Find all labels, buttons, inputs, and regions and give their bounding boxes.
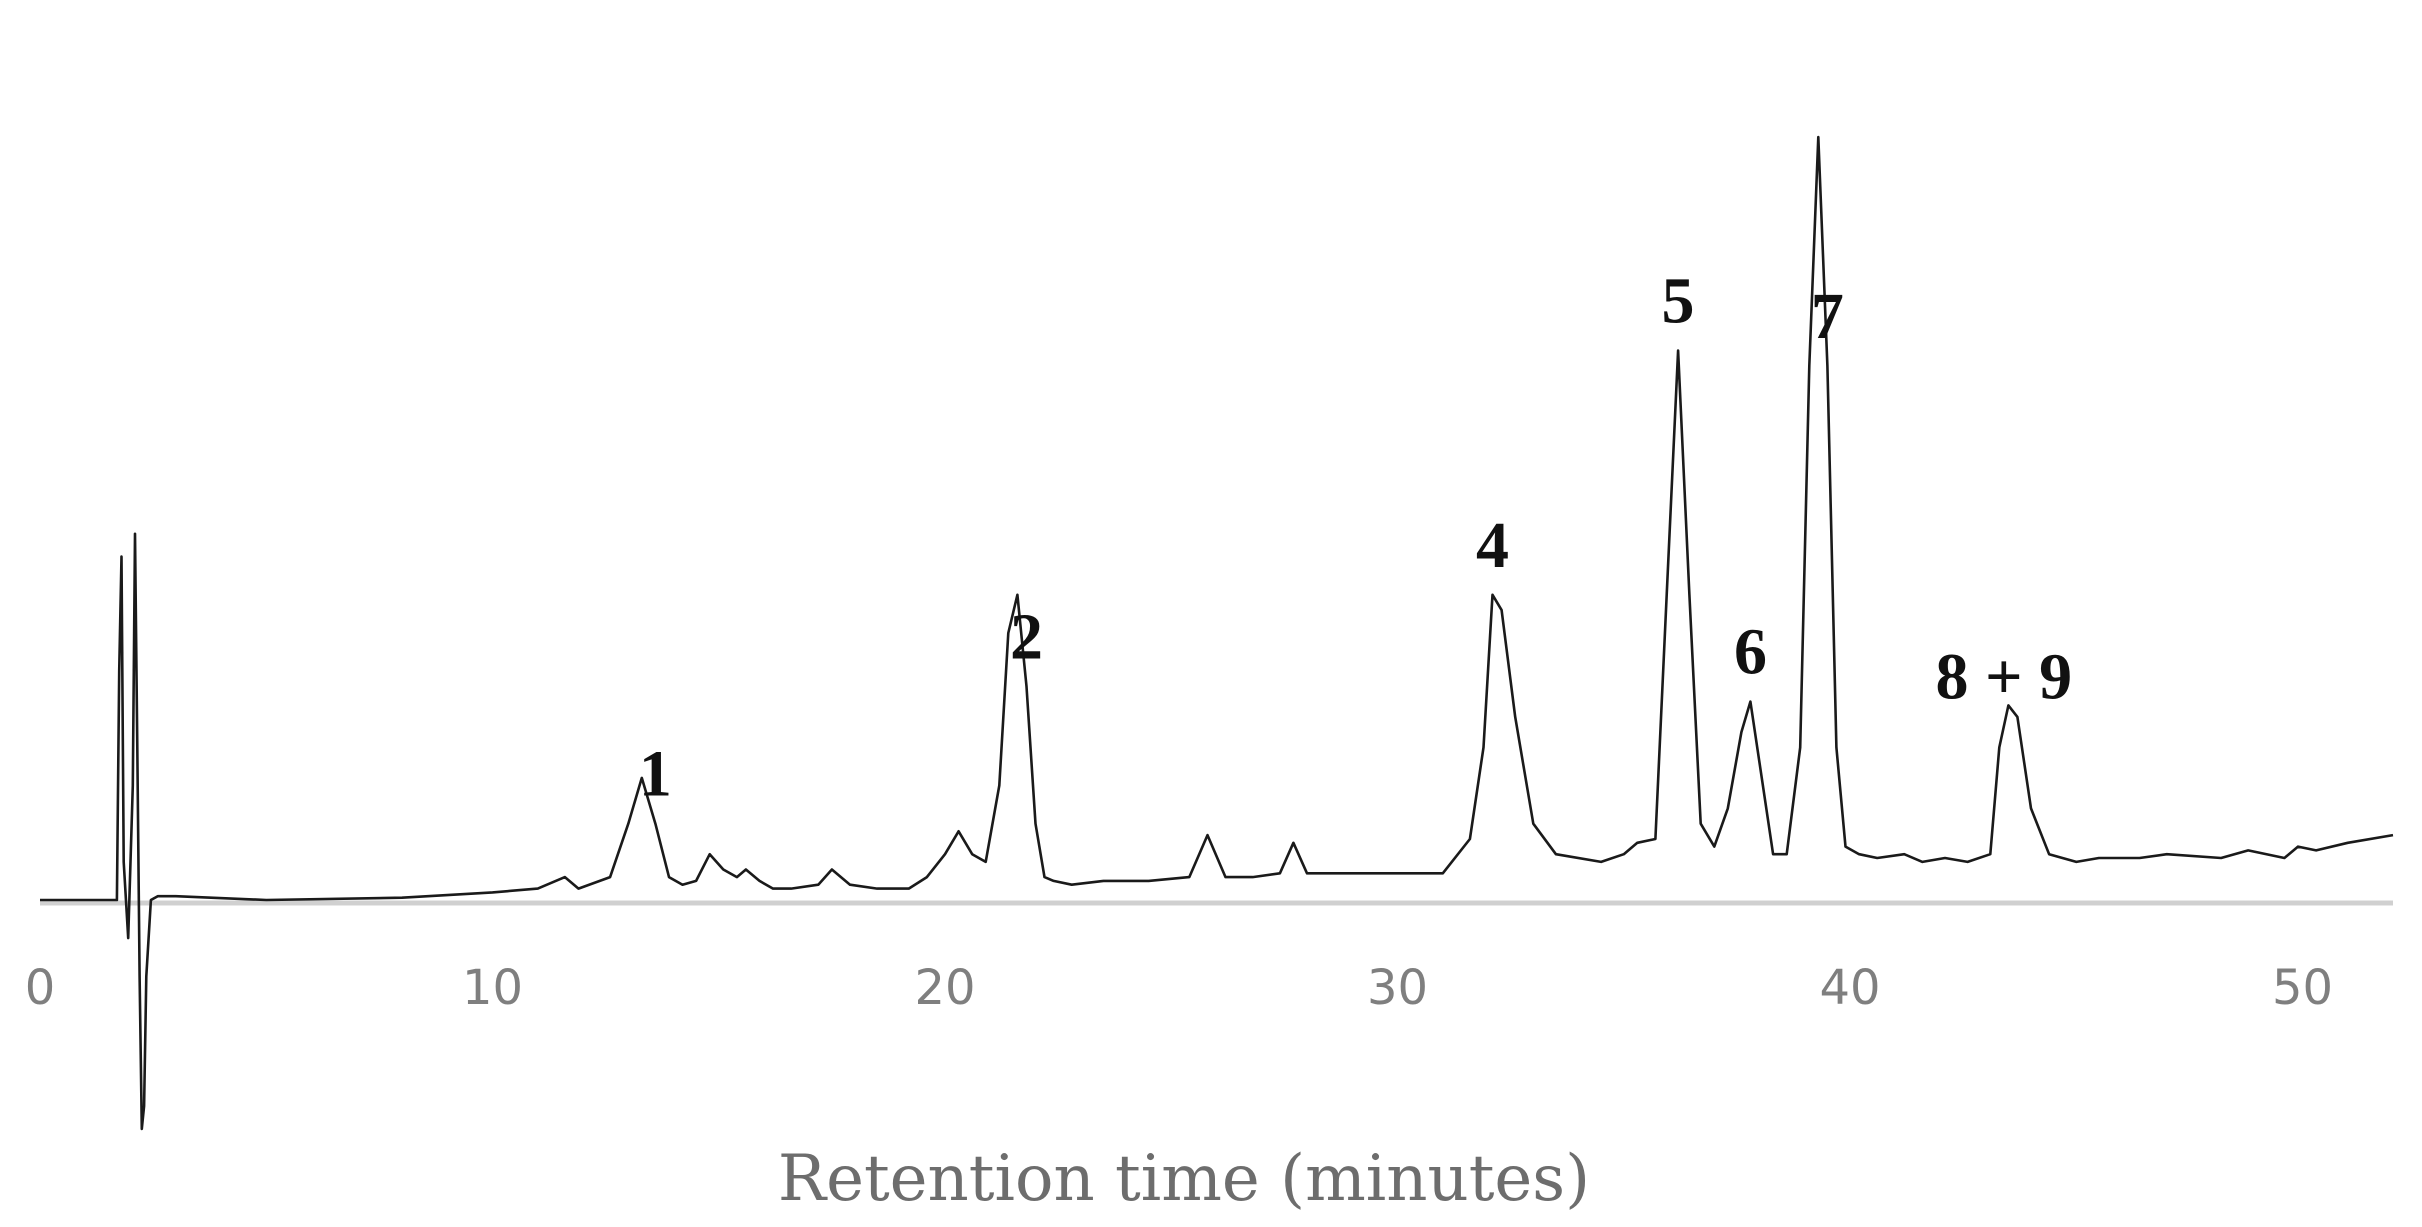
x-axis-title: Retention time (minutes) bbox=[778, 1142, 1590, 1216]
chromatogram-trace bbox=[40, 135, 2394, 1131]
peak-label: 8 + 9 bbox=[1936, 640, 2073, 713]
peak-labels: 1 2 4 5 6 7 8 + 9 bbox=[639, 265, 2072, 811]
peak-label: 4 bbox=[1476, 509, 1509, 582]
peak-label: 7 bbox=[1811, 280, 1844, 353]
x-tick-label: 50 bbox=[2272, 960, 2333, 1016]
x-tick-label: 40 bbox=[1819, 960, 1880, 1016]
peak-label: 5 bbox=[1662, 265, 1695, 338]
x-tick-label: 0 bbox=[25, 960, 56, 1016]
x-tick-label: 30 bbox=[1367, 960, 1428, 1016]
x-tick-labels: 0 10 20 30 40 50 bbox=[25, 960, 2333, 1016]
x-tick-label: 20 bbox=[914, 960, 975, 1016]
x-tick-label: 10 bbox=[462, 960, 523, 1016]
peak-label: 2 bbox=[1010, 600, 1043, 673]
peak-label: 6 bbox=[1734, 616, 1767, 689]
peak-label: 1 bbox=[639, 738, 672, 811]
